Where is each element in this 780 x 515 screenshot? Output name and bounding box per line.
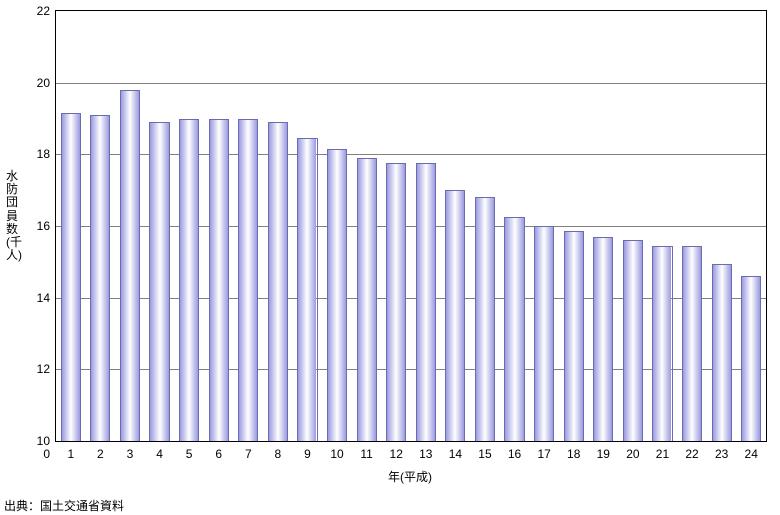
bar: [61, 113, 81, 441]
bar: [209, 119, 229, 442]
x-tick-label: 1: [67, 447, 74, 461]
x-tick-label: 19: [597, 447, 610, 461]
bar: [120, 90, 140, 441]
x-tick-label: 12: [390, 447, 403, 461]
bar-chart: 1012141618202201234567891011121314151617…: [0, 0, 780, 515]
x-tick-label: 2: [97, 447, 104, 461]
bar: [652, 246, 672, 441]
y-tick-label: 18: [37, 147, 50, 161]
y-axis-label: 水防団員数(千人): [6, 170, 18, 262]
bar: [593, 237, 613, 441]
bar: [90, 115, 110, 441]
x-tick-label: 7: [245, 447, 252, 461]
x-tick-label: 21: [656, 447, 669, 461]
x-tick-label: 17: [537, 447, 550, 461]
y-zero-break-label: 0: [43, 447, 50, 461]
x-tick-label: 16: [508, 447, 521, 461]
y-tick-label: 16: [37, 219, 50, 233]
bar: [386, 163, 406, 441]
bar: [534, 226, 554, 441]
bar: [327, 149, 347, 441]
x-tick-label: 15: [478, 447, 491, 461]
x-tick-label: 24: [745, 447, 758, 461]
x-tick-label: 23: [715, 447, 728, 461]
x-tick-label: 9: [304, 447, 311, 461]
bar: [149, 122, 169, 441]
plot-area: 1012141618202201234567891011121314151617…: [55, 10, 767, 442]
bar: [741, 276, 761, 441]
x-tick-label: 8: [275, 447, 282, 461]
bar: [297, 138, 317, 441]
y-tick-label: 20: [37, 76, 50, 90]
bar: [564, 231, 584, 441]
x-tick-label: 20: [626, 447, 639, 461]
x-tick-label: 11: [360, 447, 372, 461]
source-note: 出典：国土交通省資料: [4, 497, 124, 514]
x-tick-label: 3: [127, 447, 134, 461]
x-axis-label: 年(平成): [388, 468, 432, 485]
x-tick-label: 18: [567, 447, 580, 461]
y-tick-label: 14: [37, 291, 50, 305]
y-tick-label: 10: [37, 434, 50, 448]
bar: [623, 240, 643, 441]
x-tick-label: 6: [215, 447, 222, 461]
bar: [682, 246, 702, 441]
bar: [416, 163, 436, 441]
bar: [268, 122, 288, 441]
bar: [445, 190, 465, 441]
bar: [357, 158, 377, 441]
x-tick-label: 4: [156, 447, 163, 461]
bar: [179, 119, 199, 442]
bar: [475, 197, 495, 441]
bar: [238, 119, 258, 442]
grid-line: [56, 83, 766, 84]
x-tick-label: 13: [419, 447, 432, 461]
x-tick-label: 14: [449, 447, 462, 461]
y-tick-label: 12: [37, 362, 50, 376]
bar: [712, 264, 732, 441]
x-tick-label: 10: [330, 447, 343, 461]
x-tick-label: 22: [685, 447, 698, 461]
x-tick-label: 5: [186, 447, 193, 461]
y-tick-label: 22: [37, 4, 50, 18]
bar: [504, 217, 524, 441]
